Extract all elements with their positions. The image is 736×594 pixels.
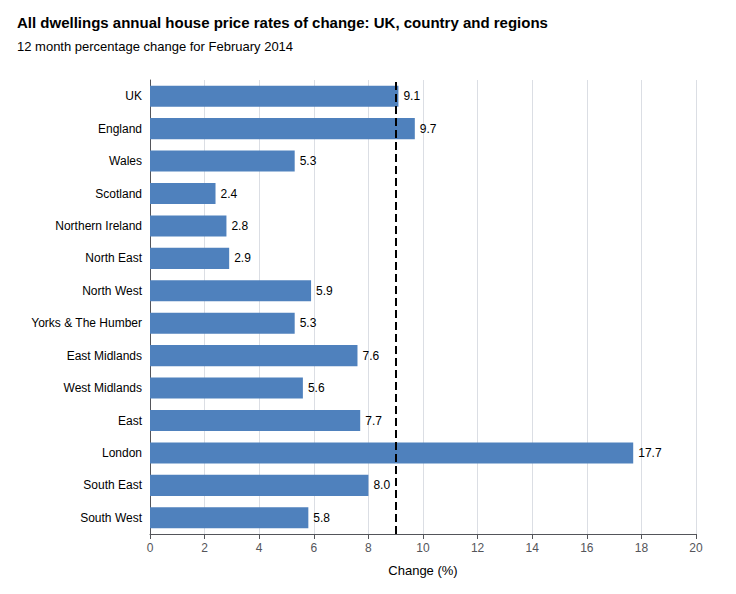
svg-text:All dwellings annual house pri: All dwellings annual house price rates o…: [17, 14, 548, 31]
svg-text:6: 6: [310, 541, 317, 555]
svg-text:17.7: 17.7: [638, 446, 662, 460]
svg-text:South East: South East: [83, 478, 142, 492]
svg-text:5.8: 5.8: [313, 511, 330, 525]
svg-text:8.0: 8.0: [373, 478, 390, 492]
svg-text:20: 20: [689, 541, 703, 555]
svg-text:12: 12: [471, 541, 485, 555]
svg-text:5.3: 5.3: [300, 154, 317, 168]
svg-text:Change (%): Change (%): [388, 563, 457, 578]
svg-text:West Midlands: West Midlands: [64, 381, 142, 395]
svg-text:7.6: 7.6: [362, 349, 379, 363]
svg-text:4: 4: [256, 541, 263, 555]
svg-text:18: 18: [635, 541, 649, 555]
svg-text:North East: North East: [85, 251, 142, 265]
svg-text:12 month percentage change for: 12 month percentage change for February …: [17, 39, 293, 54]
svg-text:5.9: 5.9: [316, 284, 333, 298]
svg-text:South West: South West: [80, 511, 142, 525]
svg-text:8: 8: [365, 541, 372, 555]
svg-text:East Midlands: East Midlands: [67, 349, 142, 363]
svg-text:Yorks & The Humber: Yorks & The Humber: [31, 316, 142, 330]
svg-text:5.3: 5.3: [300, 316, 317, 330]
svg-text:London: London: [102, 446, 142, 460]
svg-text:Scotland: Scotland: [95, 187, 142, 201]
svg-text:East: East: [118, 414, 143, 428]
svg-text:9.7: 9.7: [420, 122, 437, 136]
svg-text:0: 0: [147, 541, 154, 555]
svg-text:14: 14: [526, 541, 540, 555]
svg-text:England: England: [98, 122, 142, 136]
svg-text:Wales: Wales: [109, 154, 142, 168]
svg-text:UK: UK: [125, 89, 142, 103]
svg-text:9.1: 9.1: [403, 89, 420, 103]
svg-text:16: 16: [580, 541, 594, 555]
svg-text:10: 10: [416, 541, 430, 555]
svg-text:2.4: 2.4: [221, 187, 238, 201]
svg-text:2.9: 2.9: [234, 251, 251, 265]
svg-text:7.7: 7.7: [365, 414, 382, 428]
svg-text:Northern Ireland: Northern Ireland: [55, 219, 142, 233]
svg-text:2.8: 2.8: [231, 219, 248, 233]
svg-text:North West: North West: [82, 284, 142, 298]
svg-text:5.6: 5.6: [308, 381, 325, 395]
svg-text:2: 2: [201, 541, 208, 555]
